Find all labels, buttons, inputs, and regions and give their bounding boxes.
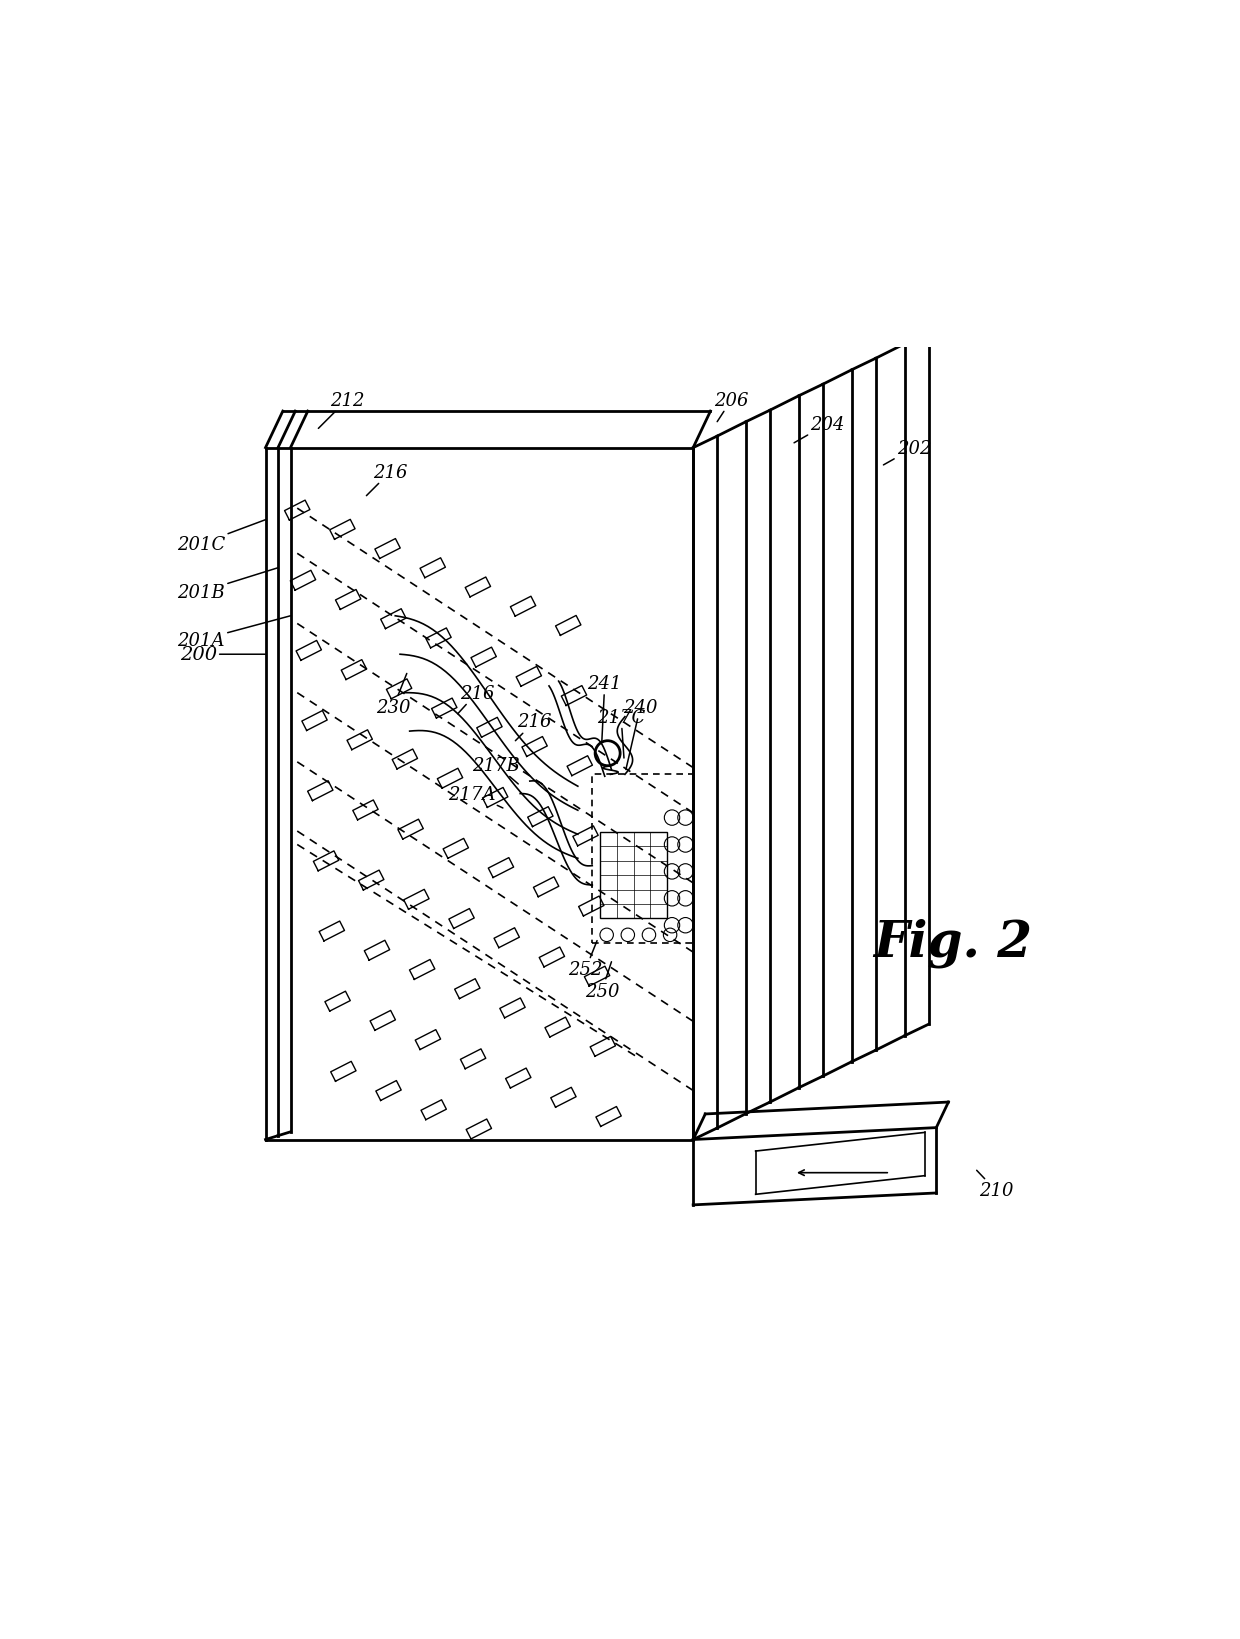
Text: 252: 252 [568, 941, 603, 978]
Text: 250: 250 [584, 962, 619, 1000]
Text: Fig. 2: Fig. 2 [873, 918, 1032, 967]
Text: 200: 200 [180, 646, 265, 664]
Text: 212: 212 [319, 392, 365, 429]
Text: 217C: 217C [596, 708, 645, 759]
Text: 217A: 217A [449, 785, 503, 808]
Text: 216: 216 [367, 464, 408, 497]
Text: 201A: 201A [177, 616, 290, 649]
Text: 216: 216 [516, 713, 552, 741]
Text: 240: 240 [622, 698, 657, 770]
Text: 204: 204 [794, 415, 844, 444]
Text: 210: 210 [977, 1170, 1013, 1200]
Text: 241: 241 [588, 675, 622, 741]
Text: 201B: 201B [177, 569, 278, 602]
Text: 201C: 201C [177, 520, 265, 554]
Text: 230: 230 [376, 674, 410, 716]
Text: 217B: 217B [472, 756, 520, 785]
Text: 206: 206 [714, 392, 749, 423]
Text: 216: 216 [458, 683, 495, 715]
Bar [600, 833, 667, 919]
Text: 202: 202 [883, 439, 931, 465]
